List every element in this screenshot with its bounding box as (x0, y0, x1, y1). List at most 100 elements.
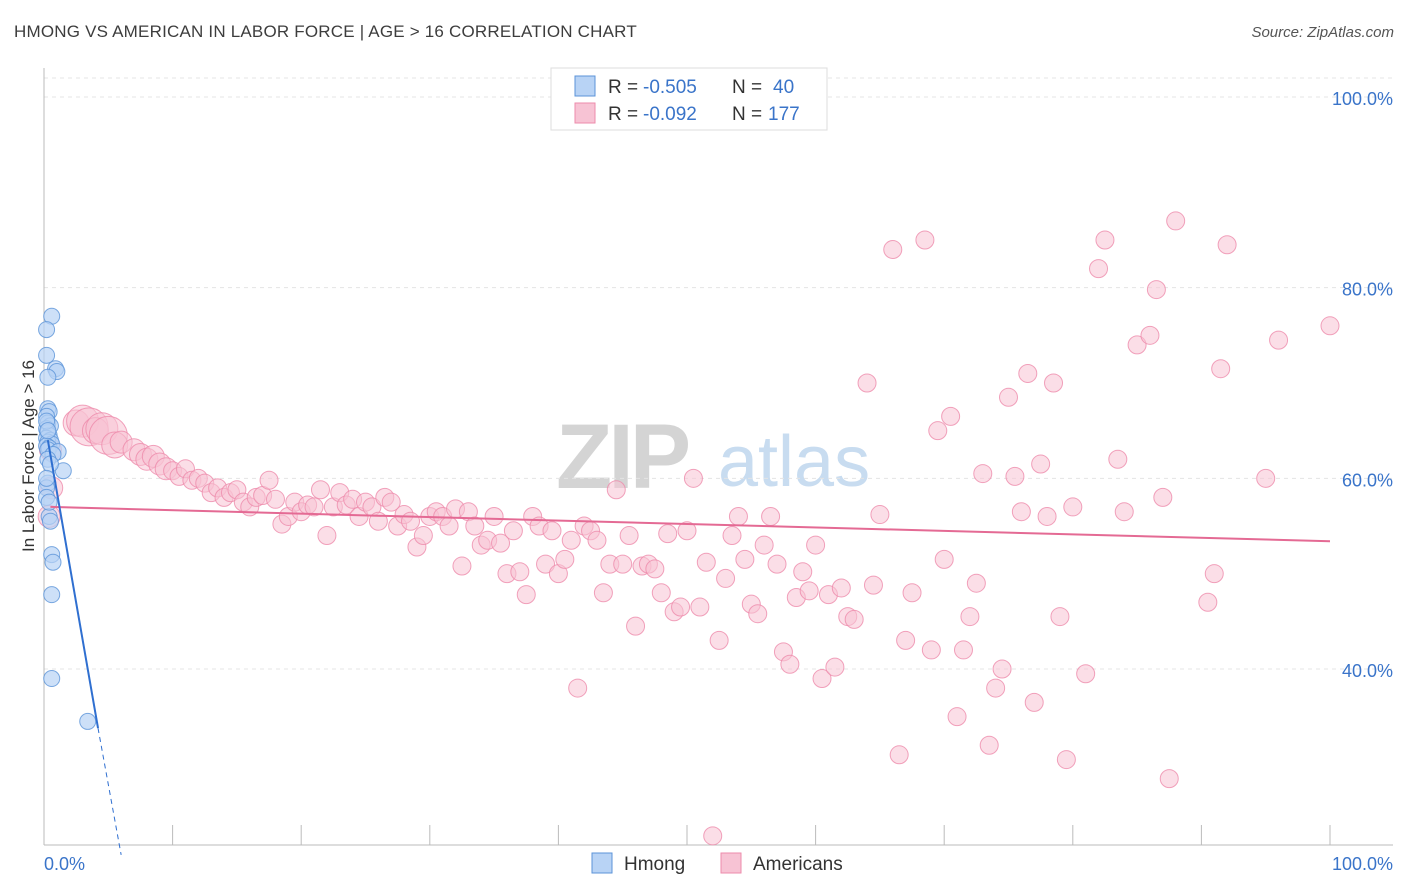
hmong-point (41, 512, 59, 530)
americans-point (1211, 359, 1231, 379)
americans-point (728, 506, 748, 526)
americans-point (973, 464, 993, 484)
americans-points (37, 211, 1340, 846)
legend-n-value-americans: 177 (768, 104, 800, 125)
americans-point (921, 640, 941, 660)
americans-point (671, 597, 691, 617)
americans-point (992, 659, 1012, 679)
americans-point (863, 575, 883, 595)
americans-point (1005, 466, 1025, 486)
y-tick-label: 100.0% (1332, 89, 1393, 109)
americans-point (310, 480, 330, 500)
hmong-point (79, 712, 97, 730)
americans-point (677, 521, 697, 541)
stats-legend-box (550, 67, 828, 131)
americans-point (626, 616, 646, 636)
americans-point (1018, 363, 1038, 383)
americans-point (1159, 769, 1179, 789)
americans-point (1114, 502, 1134, 522)
americans-point (1166, 211, 1186, 231)
americans-point (748, 604, 768, 624)
americans-point (1204, 564, 1224, 584)
americans-point (767, 554, 787, 574)
bottom-legend-label-hmong: Hmong (624, 854, 685, 875)
americans-point (806, 535, 826, 555)
hmong-point (43, 670, 61, 688)
americans-point (413, 526, 433, 546)
hmong-point (38, 321, 56, 339)
watermark-atlas: atlas (718, 422, 870, 502)
americans-point (934, 549, 954, 569)
hmong-point (39, 368, 57, 386)
americans-point (1153, 487, 1173, 507)
americans-point (799, 581, 819, 601)
americans-point (1063, 497, 1083, 517)
americans-point (555, 549, 575, 569)
americans-point (896, 630, 916, 650)
americans-point (735, 549, 755, 569)
americans-point (1056, 750, 1076, 770)
bottom-legend-swatch-hmong (591, 852, 613, 874)
legend-r-value-hmong: -0.505 (643, 77, 697, 98)
americans-point (857, 373, 877, 393)
legend-n-value-hmong: 40 (773, 77, 794, 98)
americans-point (587, 530, 607, 550)
americans-point (381, 492, 401, 512)
americans-point (883, 240, 903, 260)
americans-point (1269, 330, 1289, 350)
americans-point (793, 562, 813, 582)
bottom-legend-swatch-americans (720, 852, 742, 874)
series-legend: Hmong Americans (591, 852, 843, 875)
legend-swatch-americans (574, 102, 596, 124)
x-tick-label-max: 100.0% (1332, 854, 1393, 874)
americans-point (1198, 592, 1218, 612)
americans-point (1256, 468, 1276, 488)
americans-point (1095, 230, 1115, 250)
americans-point (452, 556, 472, 576)
americans-point (966, 573, 986, 593)
hmong-point (38, 346, 56, 364)
legend-r-label-americans: R = (608, 104, 638, 125)
americans-point (658, 524, 678, 544)
americans-point (439, 516, 459, 536)
americans-point (516, 585, 536, 605)
americans-point (265, 489, 285, 509)
americans-point (825, 657, 845, 677)
legend-r-label-hmong: R = (608, 77, 638, 98)
chart-title: HMONG VS AMERICAN IN LABOR FORCE | AGE >… (14, 22, 637, 41)
americans-point (831, 578, 851, 598)
hmong-point (39, 422, 57, 440)
hmong-trend-line (46, 440, 99, 729)
americans-point (709, 630, 729, 650)
americans-point (317, 526, 337, 546)
americans-point (1024, 692, 1044, 712)
americans-point (1146, 280, 1166, 300)
americans-point (1076, 664, 1096, 684)
americans-point (999, 387, 1018, 407)
americans-point (960, 607, 980, 627)
y-tick-label: 60.0% (1342, 470, 1393, 490)
legend-n-label-hmong: N = (732, 77, 762, 98)
y-tick-label: 40.0% (1342, 661, 1393, 681)
americans-point (947, 707, 967, 727)
y-tick-label: 80.0% (1342, 280, 1393, 300)
americans-point (401, 511, 421, 531)
americans-point (703, 826, 723, 846)
americans-point (510, 562, 530, 582)
americans-point (690, 597, 710, 617)
americans-point (812, 669, 832, 689)
source-label: Source: ZipAtlas.com (1251, 24, 1394, 41)
americans-point (1127, 335, 1147, 355)
americans-point (889, 745, 909, 765)
americans-point (953, 640, 973, 660)
americans-point (716, 568, 736, 588)
americans-point (870, 505, 890, 525)
americans-point (1044, 373, 1064, 393)
americans-point (928, 421, 948, 441)
americans-point (722, 526, 742, 546)
americans-point (484, 506, 504, 526)
americans-point (593, 583, 613, 603)
americans-point (491, 533, 511, 553)
stats-legend: R = -0.505 N = 40 R = -0.092 N = 177 (550, 67, 828, 131)
